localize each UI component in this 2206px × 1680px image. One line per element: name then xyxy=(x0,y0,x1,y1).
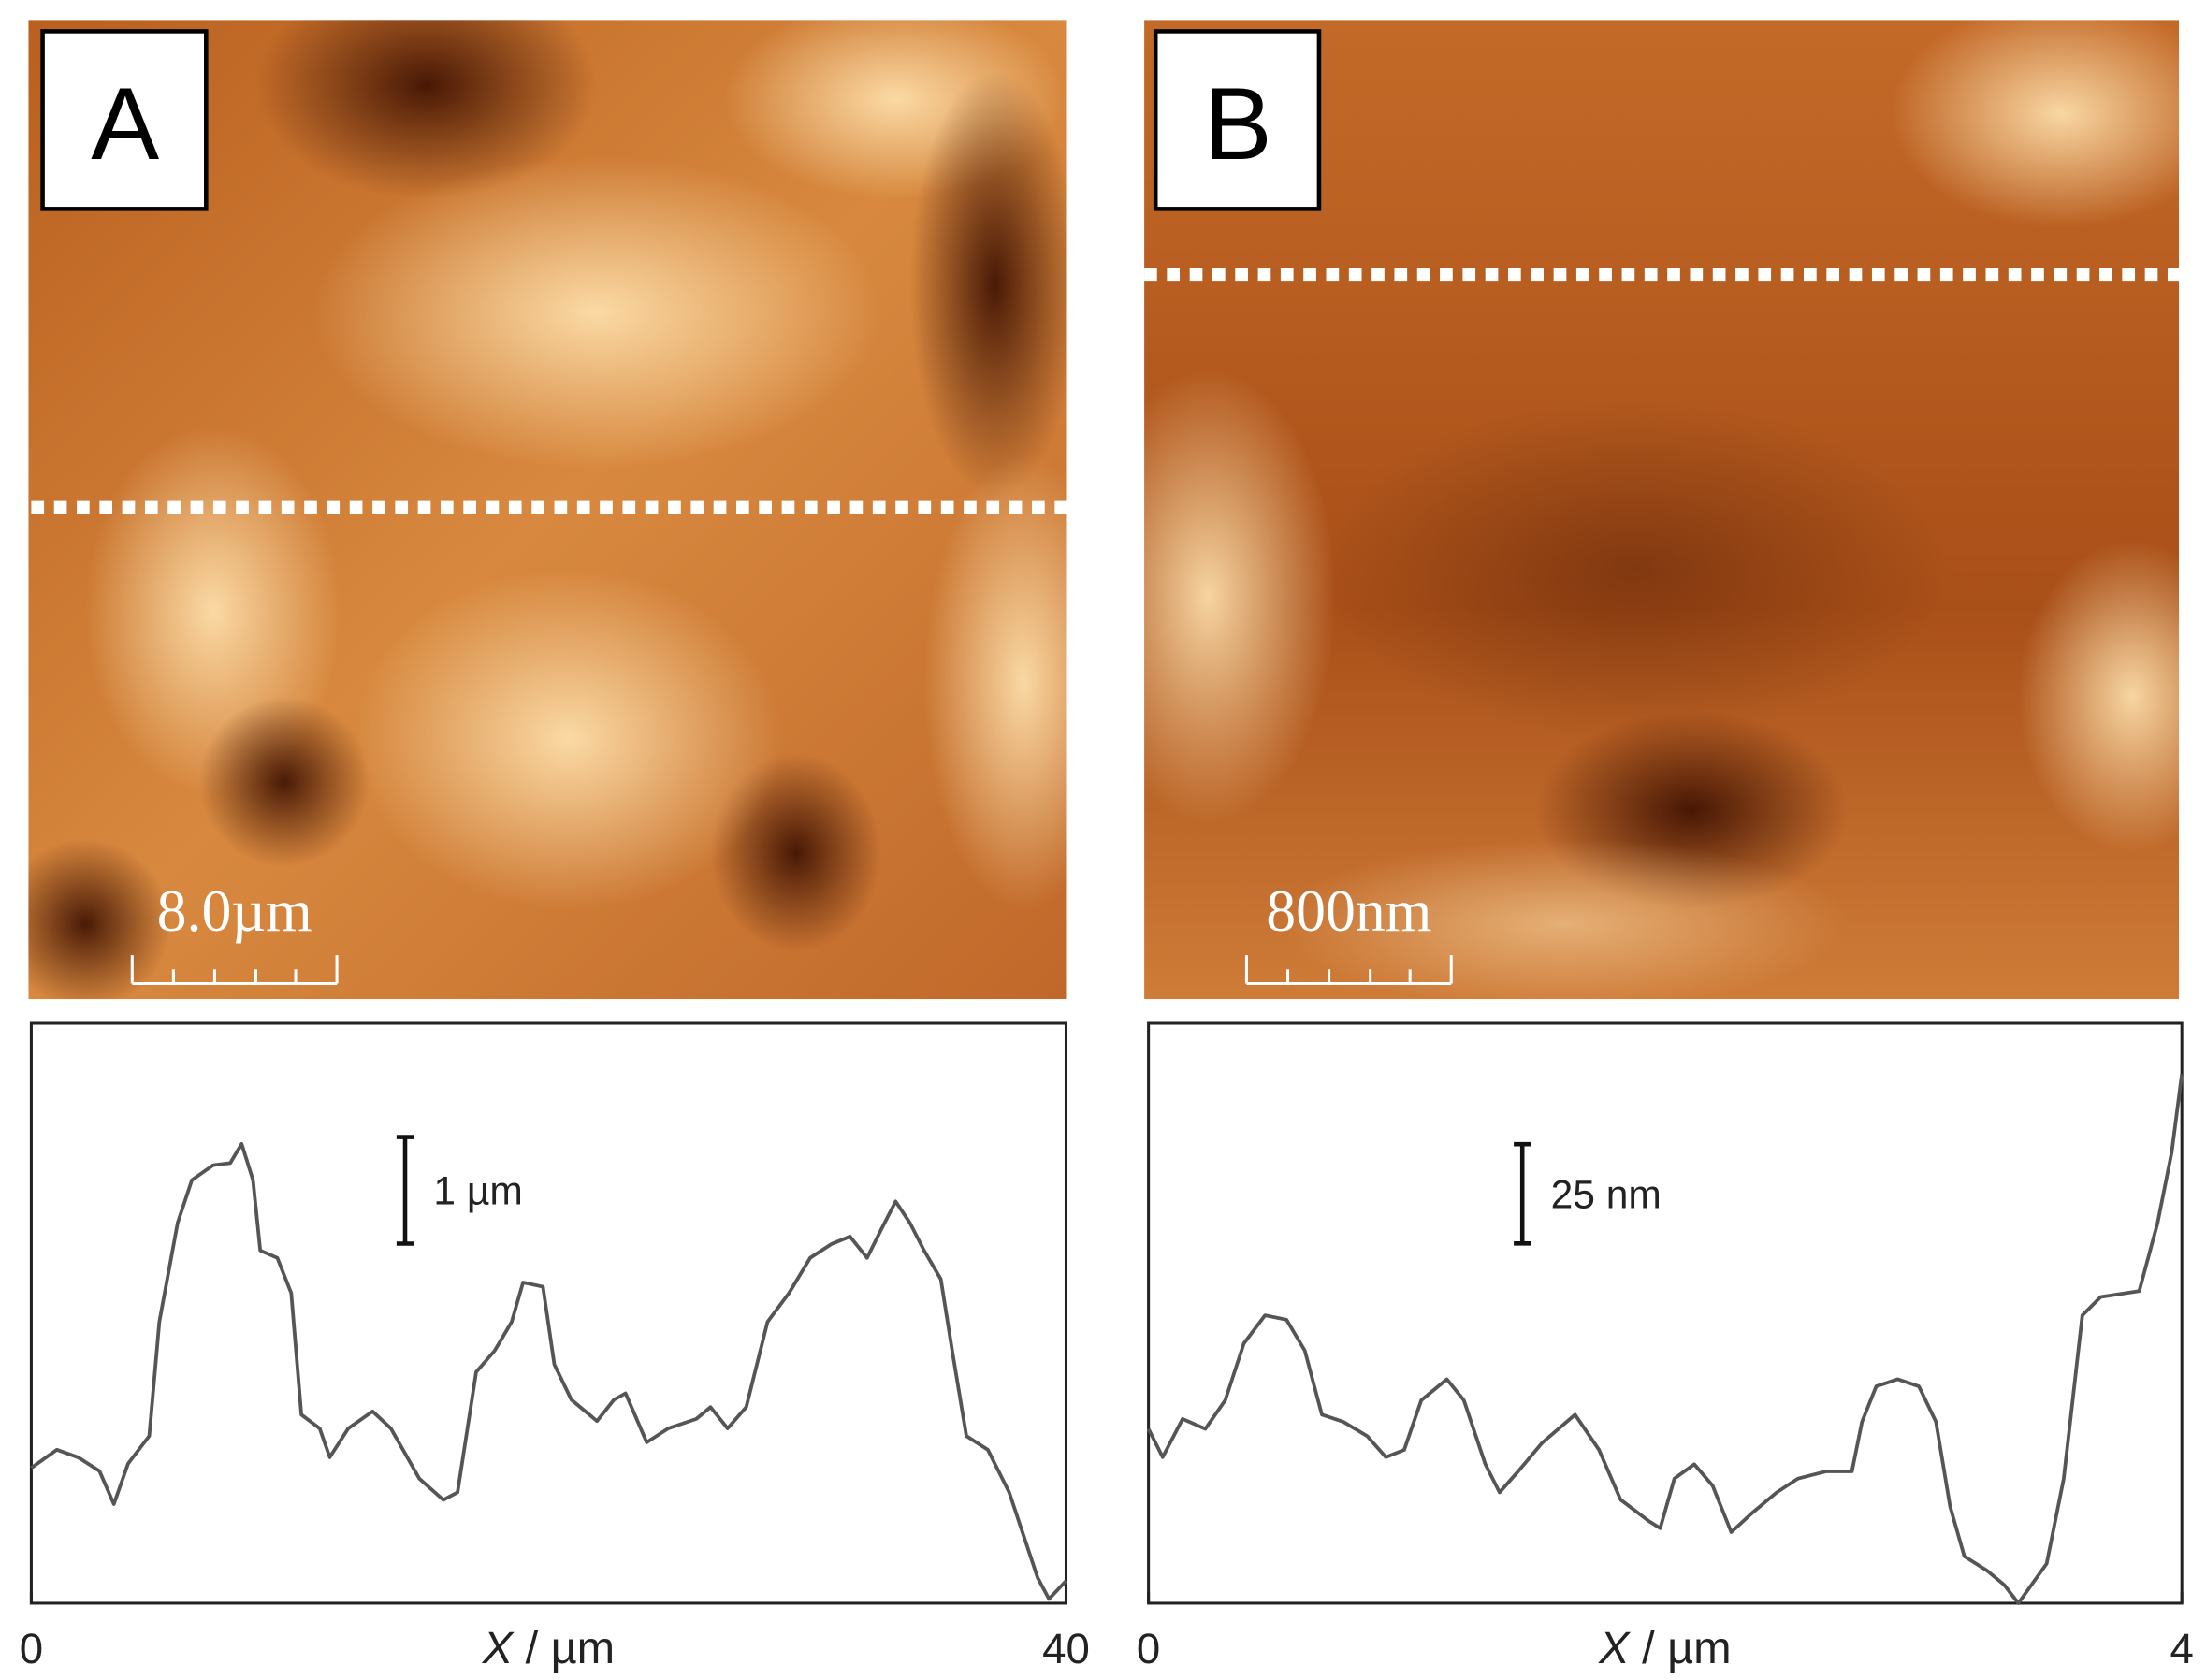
x-tick-label: 0 xyxy=(20,1625,43,1673)
scale-bar-label: 1 µm xyxy=(433,1169,522,1214)
profile-line xyxy=(1146,1074,2184,1605)
scale-bar xyxy=(1244,955,1453,985)
scale-bar xyxy=(130,955,339,985)
height-scale-bar xyxy=(396,1135,414,1246)
profile-line xyxy=(30,1141,1067,1601)
plot-frame xyxy=(1147,1021,2184,1605)
scale-bar-label: 25 nm xyxy=(1551,1172,1662,1217)
panel-label: B xyxy=(1204,67,1272,181)
x-axis-label: X / µm xyxy=(1598,1623,1731,1673)
label-box xyxy=(1153,29,1322,211)
x-tick-label: 40 xyxy=(1042,1625,1090,1673)
label-box xyxy=(40,29,209,211)
plot-frame xyxy=(29,1021,1068,1605)
x-axis-label: X / µm xyxy=(482,1623,615,1673)
x-tick-label: 4 xyxy=(2170,1625,2193,1673)
scale-bar-label: 800nm xyxy=(1266,877,1431,944)
scale-bar-label: 8.0µm xyxy=(157,877,312,944)
height-scale-bar xyxy=(1514,1141,1531,1246)
profiles: 0 40 X / µm 1 µm 0 4 X / µm 25 nm xyxy=(20,1021,2194,1673)
x-tick-label: 0 xyxy=(1137,1625,1160,1673)
panel-label: A xyxy=(91,67,159,181)
afm-image xyxy=(28,20,1067,1000)
